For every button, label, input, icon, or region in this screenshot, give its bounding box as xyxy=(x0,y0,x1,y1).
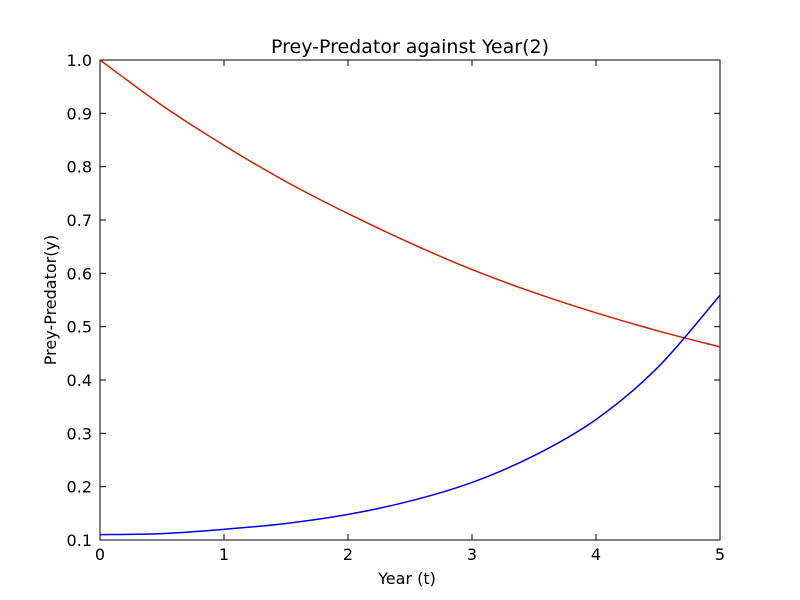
x-tick-label: 4 xyxy=(591,545,601,564)
y-axis: 0.1 0.2 0.3 0.4 0.5 0.6 0.7 0.8 0.9 1.0 xyxy=(67,51,720,550)
chart-title: Prey-Predator against Year(2) xyxy=(271,36,549,58)
y-tick-label: 0.6 xyxy=(67,264,92,283)
x-tick-label: 5 xyxy=(715,545,725,564)
y-tick-label: 0.1 xyxy=(67,531,92,550)
series-line-2 xyxy=(99,294,721,536)
y-tick-label: 0.2 xyxy=(67,478,92,497)
series-layer xyxy=(99,59,721,536)
series-line-1 xyxy=(99,59,721,348)
y-tick-label: 0.3 xyxy=(67,424,92,443)
y-tick-label: 0.4 xyxy=(67,371,92,390)
y-tick-label: 0.9 xyxy=(67,104,92,123)
y-tick-label: 0.7 xyxy=(67,211,92,230)
x-axis-label: Year (t) xyxy=(377,569,436,588)
plot-area-frame xyxy=(99,59,721,541)
x-tick-label: 0 xyxy=(95,545,105,564)
y-tick-label: 1.0 xyxy=(67,51,92,70)
x-tick-label: 1 xyxy=(219,545,229,564)
y-tick-label: 0.5 xyxy=(67,318,92,337)
x-tick-label: 2 xyxy=(343,545,353,564)
y-tick-label: 0.8 xyxy=(67,158,92,177)
x-tick-label: 3 xyxy=(467,545,477,564)
x-axis: 0 1 2 3 4 5 xyxy=(95,60,725,564)
y-axis-label: Prey-Predator(y) xyxy=(41,235,60,365)
